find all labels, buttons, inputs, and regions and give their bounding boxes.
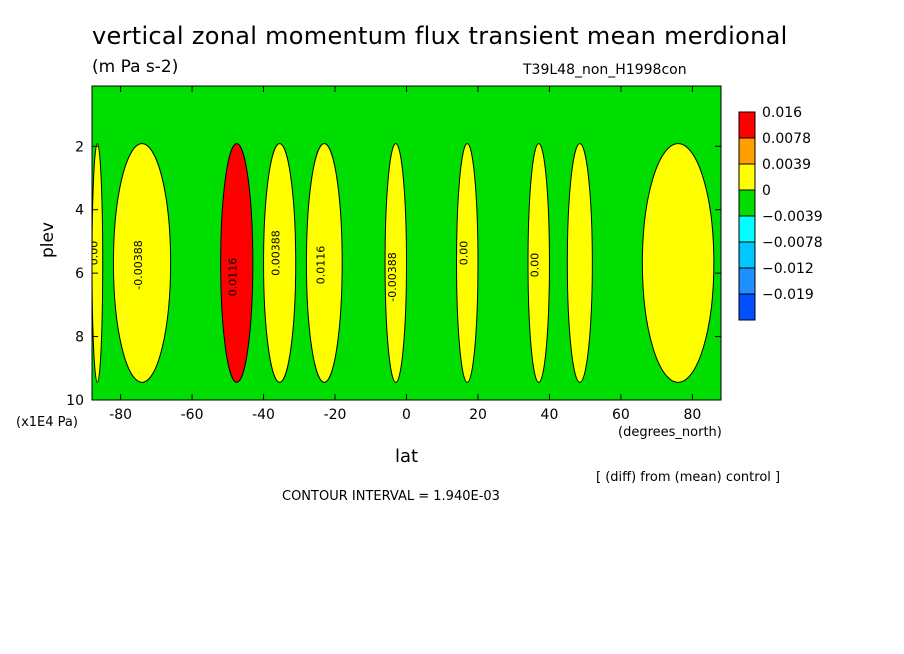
contour-label: 0.0116 [314,246,327,285]
contour-region [456,143,479,383]
colorbar-label: 0.016 [762,105,802,121]
colorbar-label: 0 [762,183,771,199]
contour-interval: CONTOUR INTERVAL = 1.940E-03 [282,489,500,504]
y-tick-label: 2 [75,139,84,155]
y-tick-label: 8 [75,330,84,346]
colorbar-label: 0.0078 [762,131,811,147]
contour-region [305,143,343,383]
contour-region [220,143,254,383]
x-tick-label: -60 [181,407,204,423]
contour-region [527,143,550,383]
colorbar-swatch [738,189,756,217]
colorbar: 0.016 0.0078 0.0039 0 −0.0039 −0.0078 −0.012 −0… [738,105,823,321]
colorbar-label: −0.019 [762,287,814,303]
y-axis-unit: (x1E4 Pa) [16,415,78,430]
colorbar-label: −0.012 [762,261,814,277]
colorbar-swatch [738,215,756,243]
x-tick-label: -80 [109,407,132,423]
run-name: T39L48_non_H1998con [523,62,687,78]
chart-title: vertical zonal momentum flux transient m… [92,22,788,50]
x-axis-label: lat [395,446,419,467]
x-tick-label: 40 [541,407,559,423]
contour-label: 0.0116 [227,258,240,297]
contour-label: 0.00 [529,253,542,278]
colorbar-swatch [738,137,756,165]
colorbar-label: −0.0078 [762,235,823,251]
x-tick-label: 20 [469,407,487,423]
colorbar-swatch [738,293,756,321]
contour-region [384,143,408,383]
colorbar-swatch [738,111,756,139]
contour-label: 0.00388 [270,230,283,276]
contour-region [263,143,297,383]
x-tick-label: 0 [402,407,411,423]
axes: -80 -60 -40 -20 0 20 40 60 80 2 4 6 8 10 [66,86,721,423]
contour-label: 0.00 [87,241,100,266]
x-tick-label: 80 [683,407,701,423]
contour-label: -0.00388 [132,240,145,289]
contour-label: 0.00 [457,241,470,266]
colorbar-swatch [738,267,756,295]
y-tick-label: 4 [75,203,84,219]
contour-region [112,143,172,383]
contour-region [641,143,715,383]
contour-region [92,143,104,383]
diff-note: [ (diff) from (mean) control ] [596,470,781,485]
x-tick-label: -40 [252,407,275,423]
colorbar-swatch [738,163,756,191]
y-tick-label: 6 [75,266,84,282]
colorbar-label: 0.0039 [762,157,811,173]
contour-region [566,143,593,383]
x-tick-label: 60 [612,407,630,423]
colorbar-label: −0.0039 [762,209,823,225]
colorbar-swatch [738,241,756,269]
plot-area: 0.00 -0.00388 0.0116 0.00388 0.0116 -0.00388 0… [87,86,721,400]
x-axis-unit: (degrees_north) [618,425,722,440]
contour-label: -0.00388 [386,252,399,301]
x-tick-label: -20 [324,407,347,423]
chart-units: (m Pa s-2) [92,57,179,77]
y-tick-label: 10 [66,393,84,409]
